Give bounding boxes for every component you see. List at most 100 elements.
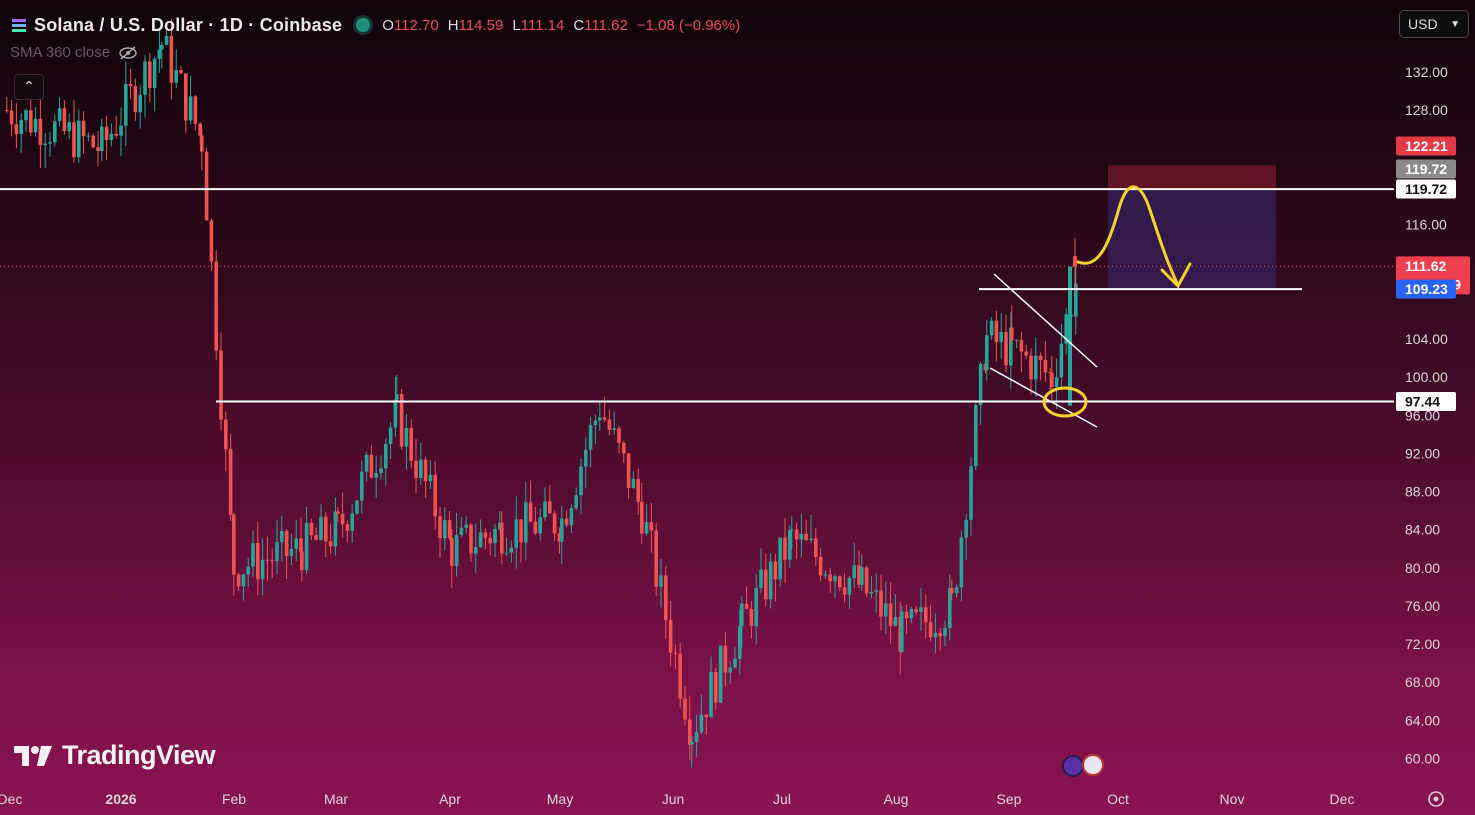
candle-body [602, 417, 607, 420]
candle-body [668, 619, 673, 653]
candle-body [612, 428, 616, 430]
candle-body [514, 519, 518, 548]
candle-body [246, 566, 250, 575]
candle-body [438, 516, 442, 539]
candle-body [728, 667, 732, 673]
candle-body [799, 533, 804, 540]
candle-body [509, 547, 514, 553]
candle-body [289, 549, 294, 556]
candle-body [1009, 327, 1013, 366]
earnings-event-icon[interactable] [1062, 755, 1084, 777]
candle-body [640, 501, 644, 534]
candle-body [428, 474, 433, 482]
indicator-legend[interactable]: SMA 360 close [10, 44, 138, 61]
stop-loss-zone[interactable] [1108, 165, 1276, 190]
candle-body [1074, 283, 1078, 317]
candle-body [893, 617, 898, 627]
candle-body [399, 393, 404, 447]
candle-body [224, 419, 228, 450]
candle-body [53, 121, 57, 143]
candle-body [1059, 343, 1064, 378]
price-tag-label: 122.21 [1405, 138, 1448, 154]
candle-body [33, 118, 38, 133]
candle-body [778, 537, 782, 580]
price-tick-label: 100.00 [1405, 369, 1448, 385]
price-tag [1396, 392, 1456, 412]
chevron-down-icon: ▼ [1450, 18, 1460, 30]
candle-body [842, 587, 847, 595]
candle-body [548, 501, 552, 514]
candle-body [29, 110, 33, 133]
candle-body [204, 151, 209, 221]
candle-body [314, 535, 318, 540]
price-tag-label: 119.72 [1405, 181, 1447, 197]
candle-body [959, 537, 964, 588]
candle-body [847, 577, 852, 595]
price-axis[interactable]: 132.00 128.00 116.00 104.00 100.00 96.00 92.00… [1405, 64, 1448, 767]
candle-body [300, 551, 304, 571]
candle-body [488, 537, 492, 544]
candle-body [1014, 339, 1019, 341]
low-value: 111.14 [520, 16, 565, 34]
candle-body [379, 468, 383, 473]
currency-select[interactable]: USD ▼ [1399, 10, 1469, 38]
time-tick-label: Oct [1107, 791, 1129, 807]
candle-body [738, 626, 742, 659]
time-tick-label: Jul [773, 791, 791, 807]
candle-body [114, 133, 118, 136]
candle-body [236, 574, 241, 587]
price-tag-label: 111.62 [1405, 258, 1446, 274]
tradingview-logo[interactable]: TradingView [14, 740, 216, 771]
price-tick-label: 88.00 [1405, 484, 1440, 500]
collapse-legend-button[interactable]: ⌃ [14, 74, 44, 100]
settings-gear-icon[interactable] [1428, 791, 1444, 807]
candle-body [200, 135, 204, 152]
chart-header: Solana / U.S. Dollar · 1D · Coinbase O11… [10, 12, 740, 38]
eye-hidden-icon[interactable] [118, 45, 138, 61]
candle-body [464, 524, 468, 528]
candle-body [688, 719, 692, 745]
price-tick-label: 84.00 [1405, 522, 1440, 538]
candle-body [81, 120, 86, 137]
candle-body [57, 108, 62, 122]
candle-body [950, 587, 954, 594]
price-tag [1396, 159, 1456, 179]
candle-body [626, 453, 631, 488]
candle-body [1019, 339, 1024, 352]
flag-upper-trendline[interactable] [993, 273, 1098, 368]
candle-body [617, 428, 621, 443]
candle-body [636, 478, 640, 502]
time-axis[interactable]: Dec 2026 Feb Mar Apr May Jun Jul Aug Sep Oct Nov Dec [0, 791, 1444, 807]
symbol-title[interactable]: Solana / U.S. Dollar · 1D · Coinbase [34, 14, 343, 35]
candle-body [683, 698, 687, 720]
candle-body [857, 565, 861, 585]
candle-body [498, 522, 502, 529]
projection-curve[interactable] [1076, 185, 1180, 287]
candle-body [77, 120, 81, 158]
candle-body [345, 524, 350, 531]
candle-body [169, 35, 174, 83]
candle-body [355, 500, 359, 514]
candle-body [928, 622, 933, 638]
candle-body [319, 516, 323, 540]
candle-body [360, 471, 364, 501]
time-tick-label: Jun [662, 791, 685, 807]
candle-body [994, 320, 999, 343]
profit-target-zone[interactable] [1108, 189, 1276, 290]
candle-body [659, 575, 663, 587]
candle-body [869, 591, 874, 594]
indicator-label: SMA 360 close [10, 44, 111, 61]
candle-body [38, 118, 43, 146]
close-value: 111.62 [584, 16, 628, 34]
price-tick-label: 64.00 [1405, 712, 1440, 728]
retest-highlight-circle[interactable] [1042, 386, 1088, 418]
candle-body [48, 142, 52, 144]
drawings-layer [0, 165, 1394, 777]
candle-body [557, 533, 562, 542]
candle-body [900, 611, 904, 652]
us-flag-event-icon[interactable] [1082, 754, 1104, 776]
candle-body [1004, 331, 1008, 366]
candle-body [524, 502, 528, 543]
candle-body [1038, 355, 1043, 360]
